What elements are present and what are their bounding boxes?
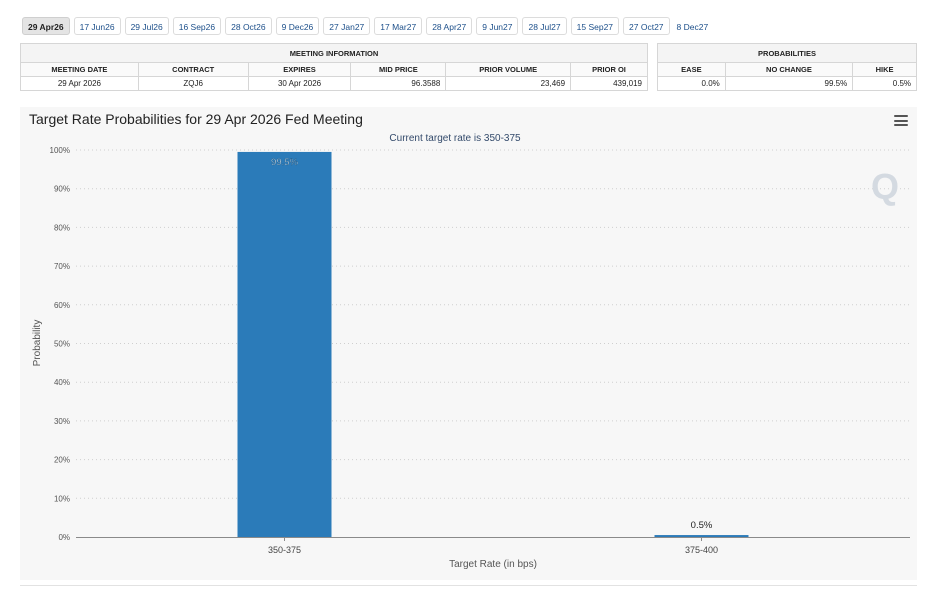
cell-no-change: 99.5% [724,76,854,91]
watermark-logo: Q [871,166,899,207]
y-tick-label: 70% [54,262,70,271]
table-row: 29 Apr 2026 ZQJ6 30 Apr 2026 96.3588 23,… [20,76,648,91]
hamburger-menu-icon[interactable] [894,115,908,126]
cell-prior-volume: 23,469 [445,76,572,91]
cell-hike: 0.5% [852,76,917,91]
date-tab[interactable]: 9 Jun27 [476,17,519,35]
y-tick-label: 0% [58,533,70,542]
col-mid-price: MID PRICE [350,62,447,77]
y-tick-label: 10% [54,494,70,503]
col-hike: HIKE [852,62,917,77]
cell-ease: 0.0% [657,76,726,91]
date-tab[interactable]: 28 Apr27 [426,17,473,35]
date-tab[interactable]: 28 Jul27 [522,17,567,35]
bar-data-label: 99.5% [271,157,298,168]
x-tick-label: 350-375 [268,545,301,555]
meeting-date-tabs: 29 Apr26 17 Jun26 29 Jul26 16 Sep26 28 Oct26… [22,17,715,35]
bar [654,535,749,537]
x-tick-label: 375-400 [685,545,718,555]
y-tick-label: 80% [54,223,70,232]
col-no-change: NO CHANGE [724,62,854,77]
y-tick-label: 30% [54,417,70,426]
chart-subtitle: Current target rate is 350-375 [389,133,521,144]
y-tick-label: 60% [54,301,70,310]
y-tick-label: 50% [54,340,70,349]
divider [20,585,917,586]
date-tab[interactable]: 9 Dec26 [275,17,320,35]
y-tick-label: 40% [54,378,70,387]
date-tab[interactable]: 8 Dec27 [673,17,712,35]
y-tick-label: 20% [54,456,70,465]
date-tab[interactable]: 28 Oct26 [225,17,272,35]
date-tab[interactable]: 27 Jan27 [323,17,371,35]
date-tab[interactable]: 17 Mar27 [374,17,423,35]
col-ease: EASE [657,62,726,77]
y-tick-label: 90% [54,185,70,194]
cell-contract: ZQJ6 [137,76,249,91]
col-prior-volume: PRIOR VOLUME [445,62,572,77]
probabilities-table: PROBABILITIES EASE NO CHANGE HIKE 0.0% 9… [657,43,917,91]
y-tick-label: 100% [50,146,70,155]
chart-title: Target Rate Probabilities for 29 Apr 202… [29,111,363,127]
date-tab[interactable]: 15 Sep27 [570,17,620,35]
date-tab[interactable]: 17 Jun26 [73,17,121,35]
col-meeting-date: MEETING DATE [20,62,139,77]
bar-data-label: 0.5% [691,520,713,531]
bar [237,151,332,537]
date-tab[interactable]: 29 Jul26 [124,17,169,35]
meeting-information-table: MEETING INFORMATION MEETING DATE CONTRAC… [20,43,648,91]
y-axis-title: Probability [32,320,43,367]
table-row: 0.0% 99.5% 0.5% [657,76,917,91]
date-tab[interactable]: 16 Sep26 [172,17,222,35]
date-tab[interactable]: 29 Apr26 [22,17,70,35]
col-contract: CONTRACT [137,62,249,77]
x-axis-title: Target Rate (in bps) [449,559,537,570]
cell-prior-oi: 439,019 [570,76,648,91]
cell-mid-price: 96.3588 [350,76,447,91]
date-tab[interactable]: 27 Oct27 [623,17,670,35]
col-expires: EXPIRES [247,62,352,77]
